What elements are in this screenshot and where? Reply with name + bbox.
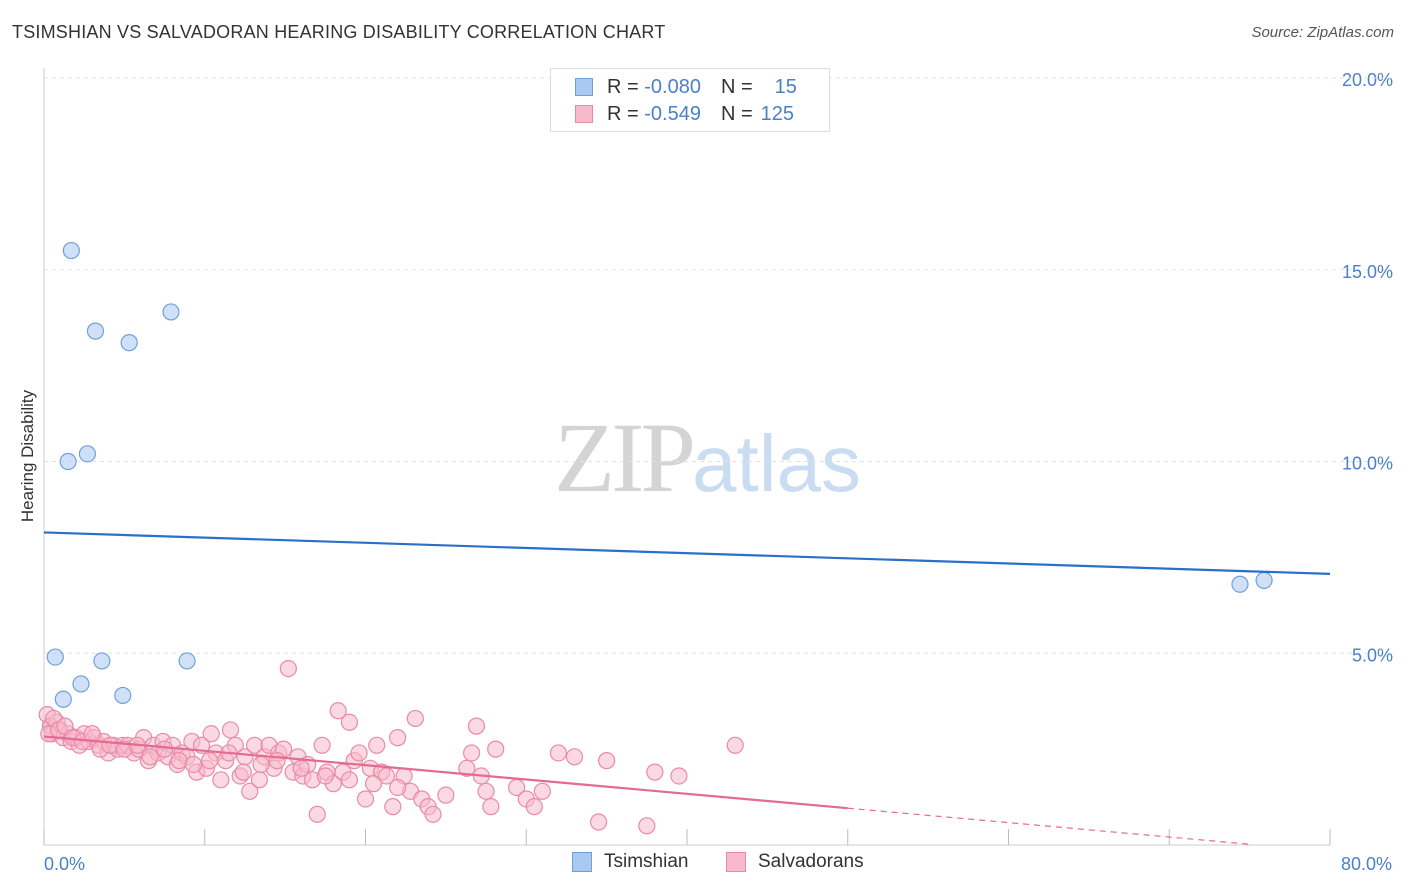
point-salvadorans xyxy=(202,725,220,743)
point-salvadorans xyxy=(221,721,240,739)
n-value: 15 xyxy=(774,75,797,98)
point-tsimshian xyxy=(93,652,111,670)
point-salvadorans xyxy=(340,771,359,789)
y-axis-label: Hearing Disability xyxy=(18,389,37,523)
point-salvadorans xyxy=(184,755,203,774)
point-tsimshian xyxy=(46,648,64,666)
point-salvadorans xyxy=(329,702,347,720)
point-salvadorans xyxy=(350,744,368,762)
point-salvadorans xyxy=(279,659,297,678)
r-value: -0.549 xyxy=(644,102,701,125)
point-salvadorans xyxy=(389,778,407,797)
n-value: 125 xyxy=(760,102,795,125)
point-tsimshian xyxy=(86,322,105,340)
point-salvadorans xyxy=(467,717,486,735)
point-salvadorans xyxy=(268,752,286,770)
point-salvadorans xyxy=(424,805,442,823)
point-tsimshian xyxy=(114,686,132,705)
point-salvadorans xyxy=(638,817,656,835)
point-salvadorans xyxy=(368,736,386,754)
point-salvadorans xyxy=(234,763,252,781)
x-tick-label: 0.0% xyxy=(44,854,85,874)
legend-swatch-tsimshian xyxy=(572,852,592,872)
point-salvadorans xyxy=(364,775,383,793)
point-salvadorans xyxy=(292,759,310,777)
point-salvadorans xyxy=(200,752,219,770)
point-salvadorans xyxy=(487,740,505,758)
point-salvadorans xyxy=(308,805,326,823)
point-salvadorans xyxy=(670,767,688,785)
point-salvadorans xyxy=(101,736,119,754)
point-salvadorans xyxy=(533,782,551,800)
n-label: N = xyxy=(720,75,753,98)
r-label: R = xyxy=(607,102,639,125)
legend-swatch-tsimshian xyxy=(575,78,593,96)
source-label: Source: ZipAtlas.com xyxy=(1251,24,1394,41)
point-salvadorans xyxy=(313,736,331,754)
trend-line-tsimshian xyxy=(43,531,1331,575)
point-tsimshian xyxy=(1255,571,1273,589)
point-tsimshian xyxy=(59,452,77,471)
point-salvadorans xyxy=(356,790,375,808)
chart-title: TSIMSHIAN VS SALVADORAN HEARING DISABILI… xyxy=(12,22,666,42)
point-tsimshian xyxy=(1231,575,1249,593)
r-value: -0.080 xyxy=(644,75,701,98)
point-salvadorans xyxy=(462,744,481,762)
point-salvadorans xyxy=(482,798,500,816)
point-salvadorans xyxy=(250,771,269,789)
y-tick-label: 5.0% xyxy=(1352,645,1393,665)
legend-swatch-salvadorans xyxy=(575,105,593,123)
point-salvadorans xyxy=(241,782,259,800)
legend-label-salvadorans: Salvadorans xyxy=(758,851,864,872)
trend-line-extension-salvadorans xyxy=(847,807,1250,845)
stats-row-tsimshian: R = -0.080 N = 15 xyxy=(575,75,797,99)
watermark-atlas: atlas xyxy=(692,419,861,508)
point-salvadorans xyxy=(525,798,543,816)
r-label: R = xyxy=(607,75,639,98)
point-tsimshian xyxy=(78,445,97,463)
point-salvadorans xyxy=(389,729,407,747)
y-tick-label: 10.0% xyxy=(1342,454,1393,474)
legend-item-salvadorans: Salvadorans xyxy=(726,851,864,873)
legend-label-tsimshian: Tsimshian xyxy=(604,851,689,872)
point-salvadorans xyxy=(589,813,608,831)
point-salvadorans xyxy=(549,744,568,762)
point-salvadorans xyxy=(170,752,188,770)
point-salvadorans xyxy=(212,771,230,789)
point-salvadorans xyxy=(406,709,424,728)
point-tsimshian xyxy=(72,675,90,693)
watermark: ZIPatlas xyxy=(554,400,861,515)
point-tsimshian xyxy=(120,334,138,352)
point-tsimshian xyxy=(162,303,180,321)
trend-line-salvadorans xyxy=(43,735,848,810)
stats-row-salvadorans: R = -0.549 N = 125 xyxy=(575,102,794,126)
point-salvadorans xyxy=(726,736,744,754)
point-salvadorans xyxy=(458,759,476,777)
x-tick-label: 80.0% xyxy=(1341,854,1392,874)
point-tsimshian xyxy=(62,241,80,260)
y-tick-label: 20.0% xyxy=(1342,70,1393,90)
point-salvadorans xyxy=(565,748,584,766)
point-salvadorans xyxy=(598,752,616,770)
point-salvadorans xyxy=(340,713,359,731)
n-label: N = xyxy=(720,102,753,125)
stats-legend: R = -0.080 N = 15 R = -0.549 N = 125 xyxy=(550,68,830,132)
legend-swatch-salvadorans xyxy=(726,852,746,872)
point-salvadorans xyxy=(155,740,174,758)
point-salvadorans xyxy=(141,748,159,766)
point-salvadorans xyxy=(252,755,270,774)
point-salvadorans xyxy=(316,767,334,785)
point-salvadorans xyxy=(437,786,455,804)
point-salvadorans xyxy=(646,763,664,781)
watermark-zip: ZIP xyxy=(554,402,696,513)
point-salvadorans xyxy=(384,798,402,816)
point-tsimshian xyxy=(54,690,72,708)
y-tick-label: 15.0% xyxy=(1342,262,1393,282)
point-salvadorans xyxy=(477,782,495,800)
point-tsimshian xyxy=(178,652,196,670)
legend-item-tsimshian: Tsimshian xyxy=(572,851,688,873)
